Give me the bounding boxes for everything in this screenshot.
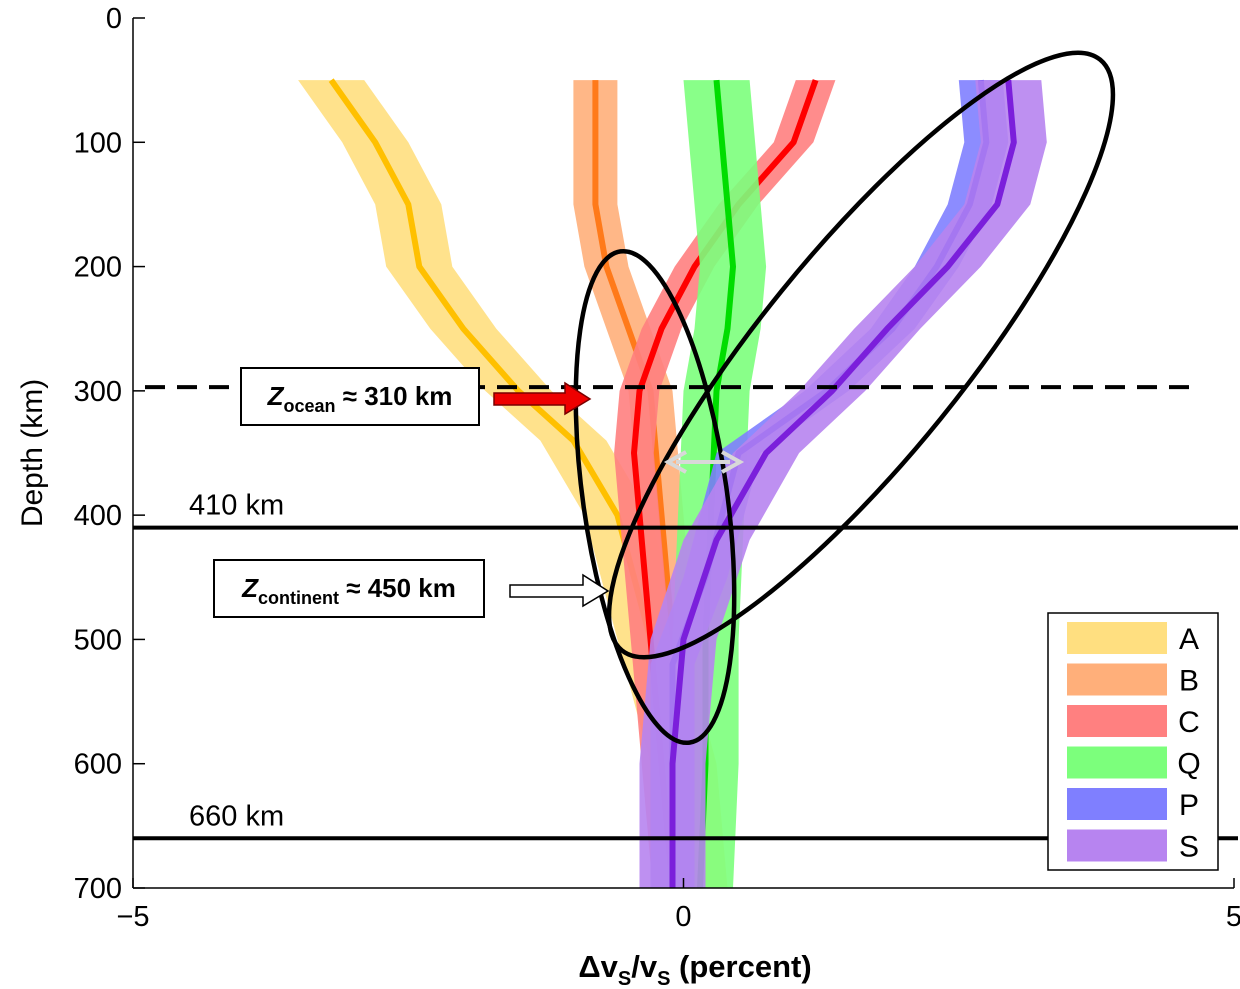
legend-label-C: C <box>1178 706 1200 739</box>
svg-text:Zcontinent ≈ 450 km: Zcontinent ≈ 450 km <box>241 573 456 608</box>
double-arrow <box>663 450 745 474</box>
x-axis-title: ΔvS/vS (percent) <box>578 949 811 989</box>
y-axis-title: Depth (km) <box>16 379 49 527</box>
ref-label-410: 410 km <box>189 490 284 522</box>
legend-swatch-P <box>1067 788 1167 820</box>
series-S <box>639 79 1047 888</box>
legend-swatch-A <box>1067 622 1167 654</box>
legend-swatch-S <box>1067 829 1167 862</box>
series-layer <box>298 78 1047 888</box>
ref-label-660: 660 km <box>189 800 284 832</box>
legend-label-A: A <box>1179 623 1199 656</box>
ellipse-profiles <box>606 50 1116 660</box>
red-arrow <box>493 381 592 416</box>
ellipse-continent <box>573 248 737 746</box>
y-tick-label: 100 <box>74 127 122 159</box>
x-tick-label: 0 <box>675 901 691 933</box>
y-tick-label: 400 <box>74 500 122 532</box>
legend-label-Q: Q <box>1177 748 1200 781</box>
x-tick-label: −5 <box>116 901 149 933</box>
y-tick-label: 600 <box>74 749 122 781</box>
svg-text:Zocean ≈ 310 km: Zocean ≈ 310 km <box>267 381 453 416</box>
y-tick-label: 300 <box>74 376 122 408</box>
y-tick-label: 700 <box>74 873 122 905</box>
annotation-ocean: Zocean ≈ 310 km <box>240 367 480 426</box>
y-tick-label: 500 <box>74 624 122 656</box>
legend-box <box>1047 612 1219 871</box>
annotation-continent: Zcontinent ≈ 450 km <box>213 559 485 618</box>
legend-label-S: S <box>1179 831 1199 864</box>
series-band-A <box>298 80 728 888</box>
y-tick-label: 0 <box>106 3 122 35</box>
legend-label-B: B <box>1179 665 1199 698</box>
legend-label-P: P <box>1179 789 1199 822</box>
legend-swatch-C <box>1067 705 1167 737</box>
legend-swatch-Q <box>1067 746 1167 779</box>
series-band-S <box>639 80 1047 888</box>
white-arrow <box>509 573 610 608</box>
legend-swatch-B <box>1067 663 1167 696</box>
series-line-S <box>669 79 1017 888</box>
y-tick-label: 200 <box>74 252 122 284</box>
x-tick-label: 5 <box>1226 901 1240 933</box>
